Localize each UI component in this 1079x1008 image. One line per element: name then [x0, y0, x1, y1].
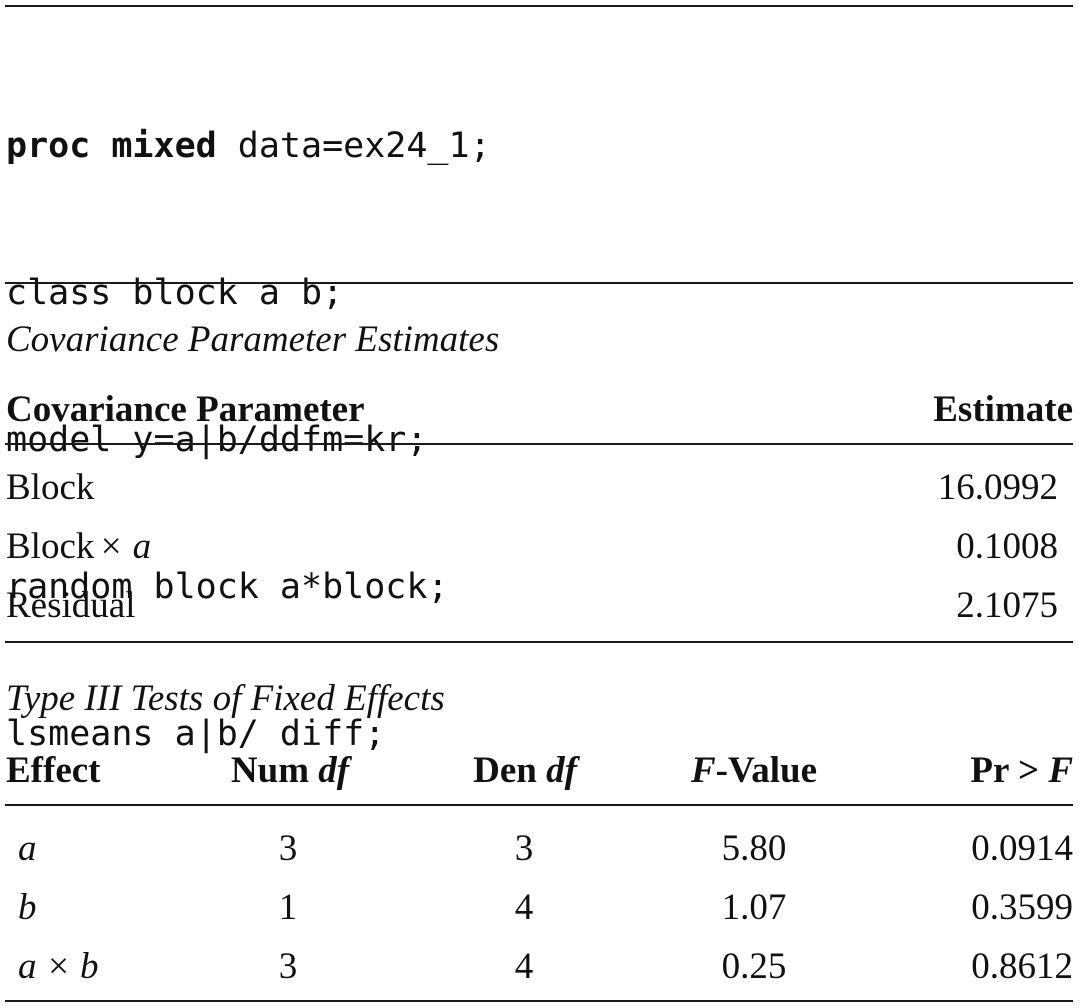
cov-col-estimate-header: Estimate: [933, 389, 1073, 430]
fixed-row-numdf: 3: [278, 946, 298, 987]
code-line-3: model y=a|b/ddfm=kr;: [6, 420, 428, 460]
p-header-f: F: [1048, 750, 1073, 791]
fixed-col-effect-header: Effect: [6, 750, 101, 791]
code-bottom-rule: [5, 282, 1073, 284]
cov-table-caption: Covariance Parameter Estimates: [6, 319, 500, 360]
fixed-row-effect: a × b: [18, 946, 99, 987]
fixed-col-dendf-header: Den df: [425, 749, 625, 792]
fixed-col-fvalue-header: F-Value: [654, 749, 854, 792]
fixed-row-p: 0.3599: [971, 887, 1073, 928]
dendf-header-df: df: [546, 750, 577, 791]
fixed-row-fvalue: 5.80: [721, 828, 787, 869]
cov-row-param: Residual: [6, 585, 136, 626]
dendf-header-text: Den: [473, 750, 547, 791]
fixed-row-p: 0.0914: [971, 828, 1073, 869]
top-rule: [5, 5, 1073, 7]
numdf-header-text: Num: [230, 750, 319, 791]
fixed-row-dendf: 4: [514, 887, 534, 928]
fvalue-header-text: -Value: [715, 750, 818, 791]
code-line-2: class block a b;: [6, 273, 344, 313]
fixed-row-fvalue: 0.25: [721, 946, 787, 987]
fixed-col-numdf-header: Num df: [190, 749, 390, 792]
code-keyword: proc mixed: [6, 126, 217, 166]
fixed-col-p-header: Pr > F: [873, 749, 1073, 792]
fixed-row-dendf: 3: [514, 828, 534, 869]
cov-header-rule: [5, 443, 1073, 445]
fixed-row-numdf: 1: [278, 887, 298, 928]
fixed-row-dendf: 4: [514, 946, 534, 987]
cov-row-estimate: 2.1075: [956, 585, 1058, 626]
fixed-header-rule: [5, 804, 1073, 806]
code-line-1: proc mixed data=ex24_1;: [6, 122, 491, 171]
fvalue-header-f: F: [690, 750, 716, 791]
cov-row-param: Block: [6, 467, 95, 508]
p-header-text: Pr >: [970, 750, 1049, 791]
cov-bottom-rule: [5, 641, 1073, 643]
fixed-row-fvalue: 1.07: [721, 887, 787, 928]
cov-row-param: Block × a: [6, 525, 151, 568]
code-line-5: lsmeans a|b/ diff;: [6, 714, 386, 754]
fixed-row-effect: a: [18, 828, 37, 869]
fixed-row-p: 0.8612: [971, 946, 1073, 987]
numdf-header-df: df: [318, 750, 350, 791]
cov-row-param-suffix: × a: [98, 526, 152, 567]
fixed-bottom-rule: [5, 1000, 1073, 1002]
fixed-row-effect: b: [18, 887, 37, 928]
code-line-4: random block a*block;: [6, 567, 449, 607]
cov-row-estimate: 0.1008: [956, 526, 1058, 567]
sas-code-block: proc mixed data=ex24_1; class block a b;…: [6, 24, 491, 808]
cov-col-param-header: Covariance Parameter: [6, 389, 365, 430]
fixed-table-caption: Type III Tests of Fixed Effects: [6, 678, 445, 719]
cov-row-estimate: 16.0992: [937, 467, 1058, 508]
code-line-1-rest: data=ex24_1;: [216, 126, 491, 166]
cov-row-param-name: Block: [6, 526, 95, 567]
fixed-row-numdf: 3: [278, 828, 298, 869]
